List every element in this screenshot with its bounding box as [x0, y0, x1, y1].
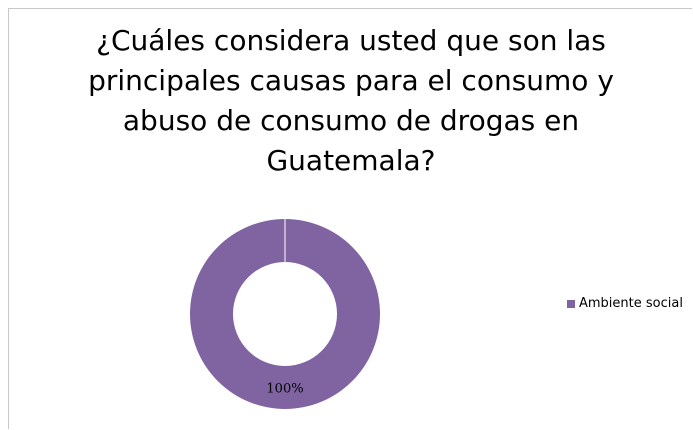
chart-area: ¿Cuáles considera usted que son las prin… — [8, 8, 692, 429]
doughnut-slice-0 — [190, 219, 380, 409]
legend-swatch-ambiente-social — [567, 299, 575, 308]
chart-title-line-4: Guatemala? — [266, 144, 436, 177]
chart-title: ¿Cuáles considera usted que son las prin… — [9, 21, 693, 181]
chart-title-line-3: abuso de consumo de drogas en — [122, 104, 580, 137]
doughnut-chart: 100% — [190, 219, 380, 409]
chart-title-line-1: ¿Cuáles considera usted que son las — [96, 24, 606, 57]
legend: Ambiente social — [567, 296, 683, 311]
data-label-0: 100% — [266, 382, 303, 397]
chart-title-line-2: principales causas para el consumo y — [88, 64, 614, 97]
legend-label-ambiente-social: Ambiente social — [579, 296, 683, 311]
